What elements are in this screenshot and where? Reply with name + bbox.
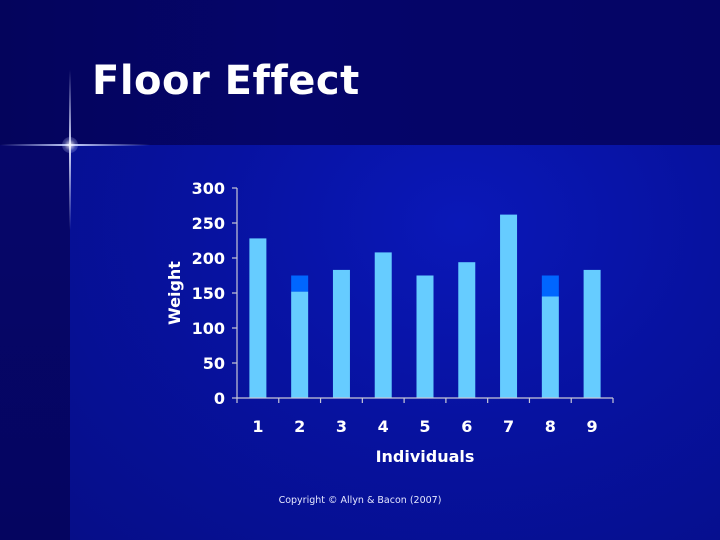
y-tick-label: 200 <box>192 249 225 268</box>
x-tick-label: 6 <box>461 417 472 436</box>
y-tick-label: 150 <box>192 284 225 303</box>
x-tick-label: 7 <box>503 417 514 436</box>
x-tick-label: 1 <box>252 417 263 436</box>
content-background <box>70 145 720 540</box>
highlight-segments-group <box>291 275 559 297</box>
y-tick-label: 300 <box>192 179 225 198</box>
y-tick-label: 50 <box>203 354 225 373</box>
x-tick-label: 2 <box>294 417 305 436</box>
bar-8 <box>541 296 559 398</box>
x-axis-title: Individuals <box>376 447 475 466</box>
left-background-strip <box>0 145 70 540</box>
y-tick-label: 0 <box>214 389 225 408</box>
bar-4 <box>374 252 392 398</box>
bar-6 <box>458 262 476 398</box>
sparkle-icon <box>62 137 78 153</box>
y-tick-label: 250 <box>192 214 225 233</box>
bar-1 <box>249 238 267 398</box>
bar-9 <box>583 269 601 398</box>
copyright-notice: Copyright © Allyn & Bacon (2007) <box>278 495 442 506</box>
x-tick-label: 4 <box>378 417 389 436</box>
bar-3 <box>332 269 350 398</box>
y-ticks-group: 0 50 100 150 200 250 300 <box>192 179 237 408</box>
x-ticks-group: 1 2 3 4 5 6 7 8 9 <box>236 398 614 436</box>
highlight-segment-8 <box>541 275 559 297</box>
x-tick-label: 8 <box>545 417 556 436</box>
y-tick-label: 100 <box>192 319 225 338</box>
x-tick-label: 3 <box>336 417 347 436</box>
y-axis-title: Weight <box>165 261 184 325</box>
x-tick-label: 9 <box>587 417 598 436</box>
bar-7 <box>500 214 518 398</box>
bars-group <box>249 214 601 398</box>
x-tick-label: 5 <box>419 417 430 436</box>
title-background <box>0 0 720 145</box>
bar-2 <box>291 291 309 398</box>
highlight-segment-2 <box>291 275 309 292</box>
bar-5 <box>416 275 434 398</box>
slide-title: Floor Effect <box>92 58 360 104</box>
